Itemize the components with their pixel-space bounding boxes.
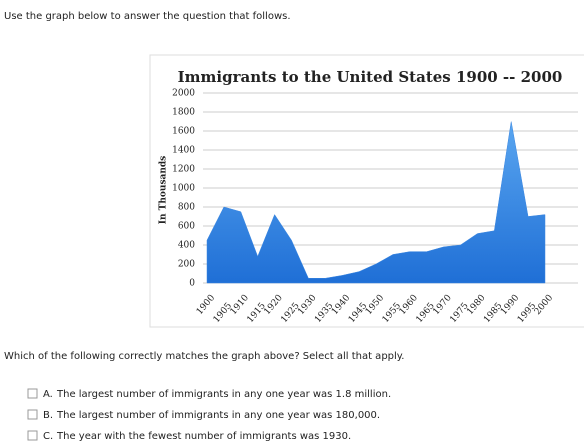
y-tick-label: 1600: [172, 127, 195, 137]
checkbox[interactable]: [27, 430, 38, 441]
y-tick-label: 1200: [172, 165, 195, 175]
y-tick-label: 400: [178, 241, 195, 251]
y-tick-label: 1000: [172, 184, 195, 194]
option-letter: B.: [43, 410, 53, 421]
option-text[interactable]: The largest number of immigrants in any …: [56, 410, 380, 421]
checkbox[interactable]: [27, 388, 38, 399]
instruction: Use the graph below to answer the questi…: [4, 11, 291, 22]
y-axis-label: In Thousands: [159, 156, 169, 224]
option-text[interactable]: The year with the fewest number of immig…: [56, 431, 351, 442]
option-letter: C.: [43, 431, 53, 442]
options: A. The largest number of immigrants in an…: [27, 388, 391, 442]
chart-title: Immigrants to the United States 1900 -- …: [178, 68, 563, 86]
y-tick-label: 1400: [172, 146, 195, 156]
y-tick-label: 200: [178, 260, 195, 270]
y-tick-label: 1800: [172, 108, 195, 118]
y-tick-label: 0: [189, 279, 195, 289]
y-tick-label: 600: [178, 222, 195, 232]
y-tick-label: 800: [178, 203, 195, 213]
question: Which of the following correctly matches…: [4, 351, 404, 362]
checkbox[interactable]: [27, 409, 38, 420]
area: [206, 121, 546, 284]
option-letter: A.: [43, 389, 53, 400]
option-text[interactable]: The largest number of immigrants in any …: [56, 389, 391, 400]
y-tick-label: 2000: [172, 89, 195, 99]
